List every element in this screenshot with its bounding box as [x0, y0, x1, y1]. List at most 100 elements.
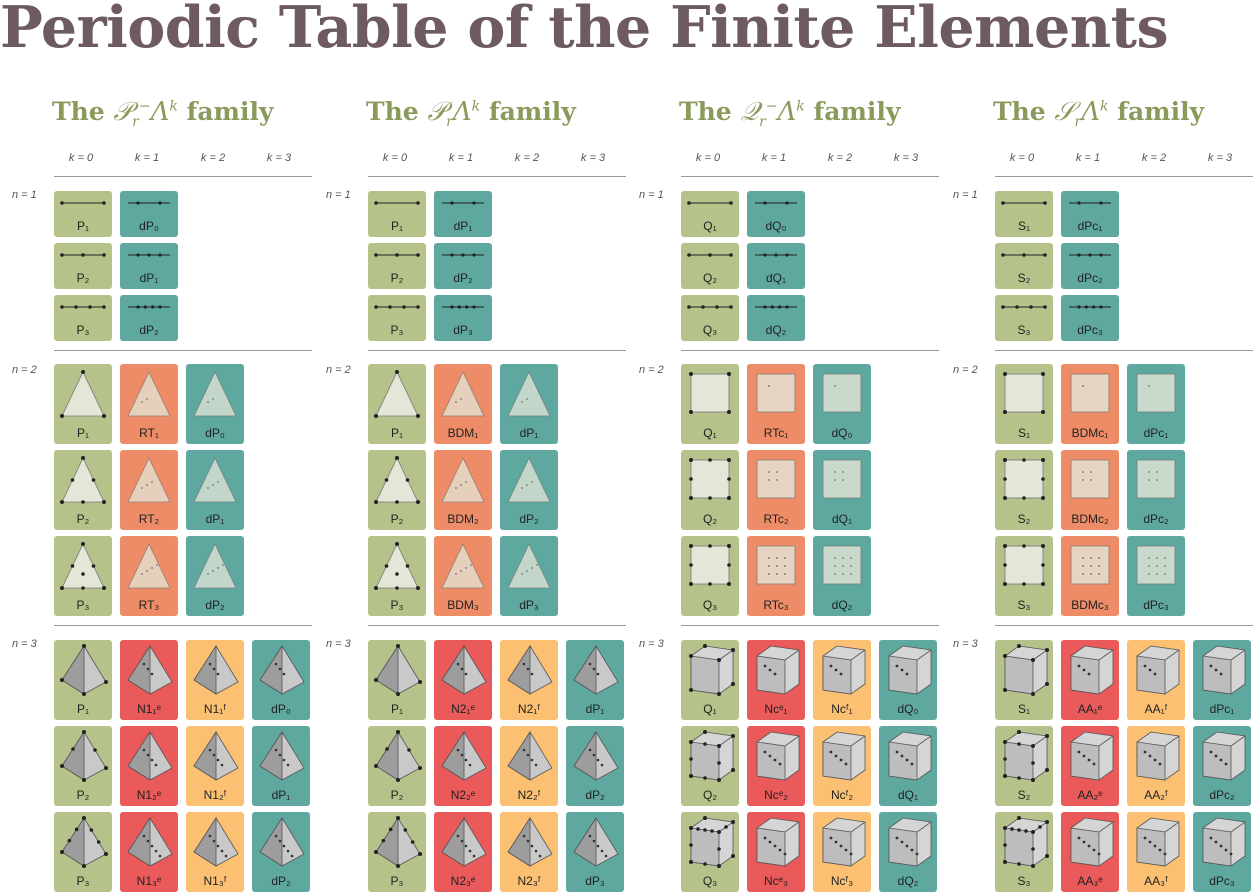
element-tile[interactable]: dPc₂	[1127, 450, 1185, 530]
element-tile[interactable]: dP₂	[566, 726, 624, 806]
element-tile[interactable]: P₃	[368, 812, 426, 892]
element-tile[interactable]: P₁	[54, 640, 112, 720]
element-tile[interactable]: S₂	[995, 726, 1053, 806]
element-tile[interactable]: N2₃ᶠ	[500, 812, 558, 892]
element-tile[interactable]: N1₃ᶠ	[186, 812, 244, 892]
element-tile[interactable]: BDM₁	[434, 364, 492, 444]
element-tile[interactable]: N1₂ᵉ	[120, 726, 178, 806]
element-tile[interactable]: RT₃	[120, 536, 178, 616]
element-tile[interactable]: AA₃ᶠ	[1127, 812, 1185, 892]
element-tile[interactable]: N2₁ᶠ	[500, 640, 558, 720]
element-tile[interactable]: S₂	[995, 243, 1053, 289]
element-tile[interactable]: dP₁	[566, 640, 624, 720]
element-tile[interactable]: dQ₁	[813, 450, 871, 530]
element-tile[interactable]: RT₂	[120, 450, 178, 530]
element-tile[interactable]: dP₁	[252, 726, 310, 806]
element-tile[interactable]: P₁	[368, 640, 426, 720]
element-tile[interactable]: N1₃ᵉ	[120, 812, 178, 892]
element-tile[interactable]: BDMc₂	[1061, 450, 1119, 530]
element-tile[interactable]: S₁	[995, 364, 1053, 444]
element-tile[interactable]: Q₃	[681, 295, 739, 341]
element-tile[interactable]: Ncᵉ₃	[747, 812, 805, 892]
element-tile[interactable]: dP₂	[434, 243, 492, 289]
element-tile[interactable]: P₃	[54, 536, 112, 616]
element-tile[interactable]: dPc₁	[1061, 191, 1119, 237]
element-tile[interactable]: P₁	[54, 191, 112, 237]
element-tile[interactable]: BDMc₁	[1061, 364, 1119, 444]
element-tile[interactable]: dPc₂	[1061, 243, 1119, 289]
element-tile[interactable]: Q₃	[681, 536, 739, 616]
element-tile[interactable]: S₃	[995, 536, 1053, 616]
element-tile[interactable]: dPc₁	[1127, 364, 1185, 444]
element-tile[interactable]: dP₃	[566, 812, 624, 892]
element-tile[interactable]: dP₁	[434, 191, 492, 237]
element-tile[interactable]: N1₁ᵉ	[120, 640, 178, 720]
element-tile[interactable]: Ncᶠ₁	[813, 640, 871, 720]
element-tile[interactable]: dQ₂	[747, 295, 805, 341]
element-tile[interactable]: RTc₁	[747, 364, 805, 444]
element-tile[interactable]: S₁	[995, 640, 1053, 720]
element-tile[interactable]: dP₃	[434, 295, 492, 341]
element-tile[interactable]: AA₁ᵉ	[1061, 640, 1119, 720]
element-tile[interactable]: dP₃	[500, 536, 558, 616]
element-tile[interactable]: BDM₂	[434, 450, 492, 530]
element-tile[interactable]: N2₁ᵉ	[434, 640, 492, 720]
element-tile[interactable]: dQ₀	[747, 191, 805, 237]
element-tile[interactable]: P₁	[368, 364, 426, 444]
element-tile[interactable]: P₁	[368, 191, 426, 237]
element-tile[interactable]: S₂	[995, 450, 1053, 530]
element-tile[interactable]: dQ₁	[747, 243, 805, 289]
element-tile[interactable]: Q₃	[681, 812, 739, 892]
element-tile[interactable]: Q₁	[681, 364, 739, 444]
element-tile[interactable]: N1₁ᶠ	[186, 640, 244, 720]
element-tile[interactable]: dP₂	[120, 295, 178, 341]
element-tile[interactable]: P₂	[368, 243, 426, 289]
element-tile[interactable]: dPc₃	[1061, 295, 1119, 341]
element-tile[interactable]: dQ₀	[813, 364, 871, 444]
element-tile[interactable]: S₁	[995, 191, 1053, 237]
element-tile[interactable]: dPc₃	[1127, 536, 1185, 616]
element-tile[interactable]: dPc₃	[1193, 812, 1251, 892]
element-tile[interactable]: dQ₁	[879, 726, 937, 806]
element-tile[interactable]: dP₂	[186, 536, 244, 616]
element-tile[interactable]: AA₁ᶠ	[1127, 640, 1185, 720]
element-tile[interactable]: dP₁	[500, 364, 558, 444]
element-tile[interactable]: dPc₂	[1193, 726, 1251, 806]
element-tile[interactable]: Ncᶠ₂	[813, 726, 871, 806]
element-tile[interactable]: BDM₃	[434, 536, 492, 616]
element-tile[interactable]: Ncᶠ₃	[813, 812, 871, 892]
element-tile[interactable]: P₃	[368, 536, 426, 616]
element-tile[interactable]: Q₂	[681, 243, 739, 289]
element-tile[interactable]: P₃	[368, 295, 426, 341]
element-tile[interactable]: dP₀	[120, 191, 178, 237]
element-tile[interactable]: dQ₂	[813, 536, 871, 616]
element-tile[interactable]: N2₂ᶠ	[500, 726, 558, 806]
element-tile[interactable]: AA₂ᵉ	[1061, 726, 1119, 806]
element-tile[interactable]: Q₂	[681, 450, 739, 530]
element-tile[interactable]: dP₀	[252, 640, 310, 720]
element-tile[interactable]: S₃	[995, 295, 1053, 341]
element-tile[interactable]: dP₂	[500, 450, 558, 530]
element-tile[interactable]: BDMc₃	[1061, 536, 1119, 616]
element-tile[interactable]: P₂	[54, 243, 112, 289]
element-tile[interactable]: dPc₁	[1193, 640, 1251, 720]
element-tile[interactable]: N1₂ᶠ	[186, 726, 244, 806]
element-tile[interactable]: dQ₀	[879, 640, 937, 720]
element-tile[interactable]: P₂	[368, 726, 426, 806]
element-tile[interactable]: dP₁	[120, 243, 178, 289]
element-tile[interactable]: RT₁	[120, 364, 178, 444]
element-tile[interactable]: Ncᵉ₂	[747, 726, 805, 806]
element-tile[interactable]: RTc₃	[747, 536, 805, 616]
element-tile[interactable]: Q₁	[681, 640, 739, 720]
element-tile[interactable]: dQ₂	[879, 812, 937, 892]
element-tile[interactable]: dP₂	[252, 812, 310, 892]
element-tile[interactable]: P₃	[54, 812, 112, 892]
element-tile[interactable]: RTc₂	[747, 450, 805, 530]
element-tile[interactable]: P₁	[54, 364, 112, 444]
element-tile[interactable]: dP₀	[186, 364, 244, 444]
element-tile[interactable]: N2₂ᵉ	[434, 726, 492, 806]
element-tile[interactable]: Q₁	[681, 191, 739, 237]
element-tile[interactable]: dP₁	[186, 450, 244, 530]
element-tile[interactable]: N2₃ᵉ	[434, 812, 492, 892]
element-tile[interactable]: P₂	[368, 450, 426, 530]
